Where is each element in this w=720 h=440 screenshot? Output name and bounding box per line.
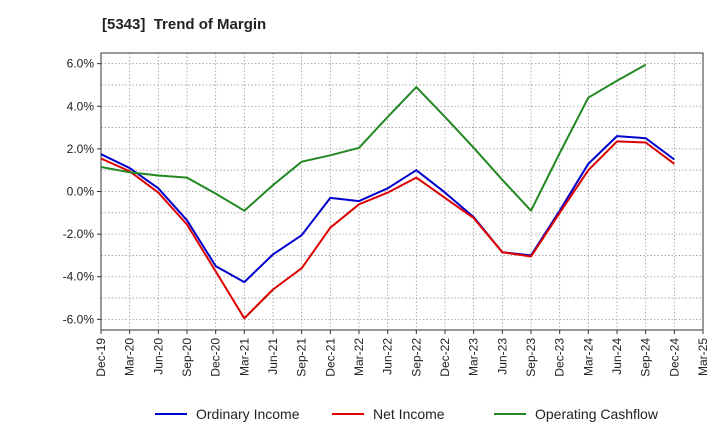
chart-title: [5343] Trend of Margin <box>102 16 267 33</box>
x-tick-label: Jun-22 <box>381 338 395 375</box>
x-tick-label: Dec-21 <box>323 338 337 377</box>
x-tick-label: Mar-20 <box>123 338 137 376</box>
x-tick-label: Mar-23 <box>467 338 481 376</box>
x-tick-label: Jun-23 <box>495 338 509 375</box>
y-tick-label: 4.0% <box>67 99 95 113</box>
y-tick-label: -6.0% <box>63 312 95 326</box>
x-tick-label: Sep-23 <box>524 338 538 377</box>
x-tick-label: Jun-21 <box>266 338 280 375</box>
legend-label-operating-cashflow: Operating Cashflow <box>535 406 659 422</box>
x-tick-label: Dec-22 <box>438 338 452 377</box>
x-tick-label: Jun-20 <box>151 338 165 375</box>
x-tick-label: Sep-20 <box>180 338 194 377</box>
x-tick-label: Sep-22 <box>409 338 423 377</box>
y-tick-label: -4.0% <box>63 270 95 284</box>
x-tick-label: Dec-24 <box>667 338 681 377</box>
legend-label-net-income: Net Income <box>373 406 445 422</box>
legend-label-ordinary-income: Ordinary Income <box>196 406 300 422</box>
series-line-net-income <box>100 140 675 320</box>
series-line-ordinary-income <box>100 135 675 284</box>
y-tick-label: 6.0% <box>67 57 95 71</box>
x-tick-label: Sep-24 <box>639 338 653 377</box>
y-tick-label: -2.0% <box>63 227 95 241</box>
x-tick-label: Mar-25 <box>696 338 710 376</box>
x-tick-label: Mar-22 <box>352 338 366 376</box>
y-tick-label: 2.0% <box>67 142 95 156</box>
x-tick-label: Mar-21 <box>237 338 251 376</box>
x-tick-label: Sep-21 <box>295 338 309 377</box>
x-tick-label: Dec-20 <box>209 338 223 377</box>
x-tick-label: Dec-19 <box>94 338 108 377</box>
x-tick-label: Mar-24 <box>581 338 595 376</box>
x-tick-label: Dec-23 <box>553 338 567 377</box>
y-tick-label: 0.0% <box>67 185 95 199</box>
x-tick-label: Jun-24 <box>610 338 624 375</box>
series-line-operating-cashflow <box>100 63 647 212</box>
